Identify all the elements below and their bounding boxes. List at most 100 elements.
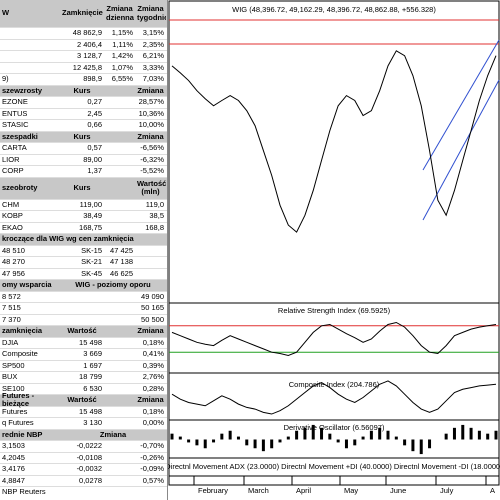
table-cell: Wartość (67, 327, 97, 335)
table-row: Futures 15 498 0,18% (0, 407, 167, 418)
table-row: 2 406,4 1,11% 2,35% (0, 40, 167, 51)
table-cell: 50 165 (141, 304, 164, 312)
table-cell: 1,42% (111, 52, 133, 60)
table-row: 4,2045 -0,0108 -0,26% (0, 453, 167, 464)
table-cell: -0,0222 (76, 442, 102, 450)
table-cell: Wartość (mln) (137, 179, 166, 196)
table-cell: 2,35% (142, 40, 164, 49)
table-cell: Futures - bieżące (2, 391, 35, 409)
histogram-bar (295, 430, 299, 440)
table-cell: Zmiana (137, 132, 164, 141)
table-row: STASIC 0,66 10,00% (0, 120, 167, 132)
footer-text: NBP Reuters (2, 487, 46, 496)
table-cell: 48 510 (2, 246, 25, 255)
table-cell: -0,70% (140, 442, 164, 450)
table-cell: 4,2045 (2, 453, 25, 462)
table-row: SE100 6 530 0,28% (0, 384, 167, 395)
table-cell: Wartość (67, 396, 97, 404)
section-header: Futures - bieżące Wartość Zmiana (0, 391, 167, 409)
table-cell: 6,21% (142, 52, 164, 60)
table-cell: 1,37 (87, 167, 102, 175)
table-cell: Kurs (73, 183, 91, 192)
table-cell: 0,18% (142, 407, 164, 416)
histogram-bar (369, 430, 373, 440)
table-cell: 2 406,4 (76, 40, 102, 49)
table-cell: Zamknięcie (62, 9, 103, 18)
x-axis-label: June (390, 486, 406, 495)
table-cell: -5,52% (140, 167, 164, 175)
histogram-bar (428, 439, 432, 449)
table-cell: 0,57 (87, 144, 102, 152)
histogram-bar (386, 430, 390, 440)
histogram-bar (278, 439, 282, 443)
table-row: 3,4176 -0,0032 -0,09% (0, 464, 167, 476)
table-row: 47 956 SK-45 46 625 (0, 269, 167, 280)
table-row: 9) 898,9 6,55% 7,03% (0, 74, 167, 86)
table-cell: 10,00% (138, 121, 164, 129)
table-cell: q Futures (2, 419, 34, 427)
x-axis-label: March (248, 486, 269, 495)
table-cell: 3,15% (142, 29, 164, 37)
histogram-bar (270, 439, 274, 449)
table-cell: 2,76% (142, 373, 164, 381)
table-row: DJIA 15 498 0,18% (0, 338, 167, 349)
table-cell: Kurs (73, 86, 91, 95)
table-cell: Zmiana dzienna (106, 5, 134, 22)
table-cell: 12 425,8 (72, 63, 102, 72)
table-cell: -0,26% (140, 453, 164, 462)
table-cell: 47 956 (2, 269, 25, 278)
histogram-bar (286, 436, 290, 440)
table-cell: 1,15% (111, 29, 133, 37)
histogram-bar (170, 433, 174, 440)
table-cell: 0,00% (142, 419, 164, 427)
table-cell: 50 500 (141, 315, 164, 324)
histogram-bar (203, 439, 207, 449)
table-row: CORP 1,37 -5,52% (0, 166, 167, 178)
series-line (171, 380, 497, 415)
table-cell: szespadki (2, 132, 38, 141)
histogram-bar (245, 439, 249, 446)
table-row: Composite 3 669 0,41% (0, 349, 167, 361)
panel-title: WIG (48,396.72, 49,162.29, 48,396.72, 48… (232, 5, 436, 14)
table-cell: 38,5 (149, 212, 164, 220)
table-cell: 15 498 (79, 338, 102, 347)
table-cell: 15 498 (79, 407, 102, 416)
histogram-bar (195, 439, 199, 446)
table-cell: 1,07% (111, 63, 133, 72)
table-cell: 10,36% (138, 109, 164, 118)
histogram-bar (452, 427, 456, 440)
histogram-bar (419, 439, 423, 455)
x-axis-label: July (440, 486, 454, 495)
section-header: szespadki Kurs Zmiana (0, 131, 167, 143)
table-cell: DJIA (2, 338, 19, 347)
section-header: omy wsparcia WIG - poziomy oporu (0, 280, 167, 292)
table-cell: -6,56% (140, 144, 164, 152)
table-cell: CARTA (2, 144, 27, 152)
chart-area: WIG (48,396.72, 49,162.29, 48,396.72, 48… (168, 0, 500, 495)
histogram-bar (212, 439, 216, 443)
table-row: EKAO 168,75 168,8 (0, 223, 167, 234)
table-cell: CORP (2, 167, 24, 175)
table-cell: CHM (2, 200, 20, 209)
section-header: szewzrosty Kurs Zmiana (0, 85, 167, 97)
histogram-bar (253, 439, 257, 449)
table-cell: SE100 (2, 384, 25, 393)
table-cell: 6,55% (111, 75, 133, 83)
histogram-bar (444, 433, 448, 440)
table-cell: 8 572 (2, 292, 21, 301)
table-cell: SP500 (2, 361, 25, 370)
table-cell: ENTUS (2, 109, 28, 118)
histogram-bar (220, 433, 224, 440)
histogram-bar (303, 427, 307, 440)
table-cell: Zmiana (137, 86, 164, 95)
table-cell: Zmiana tygodniowa (137, 5, 166, 22)
table-cell: 48 862,9 (72, 29, 102, 37)
histogram-bar (378, 427, 382, 440)
table-row: 7 515 50 165 (0, 303, 167, 315)
x-axis-label: April (296, 486, 311, 495)
histogram-bar (261, 439, 265, 452)
table-cell: EZONE (2, 98, 28, 106)
histogram-bar (403, 439, 407, 446)
